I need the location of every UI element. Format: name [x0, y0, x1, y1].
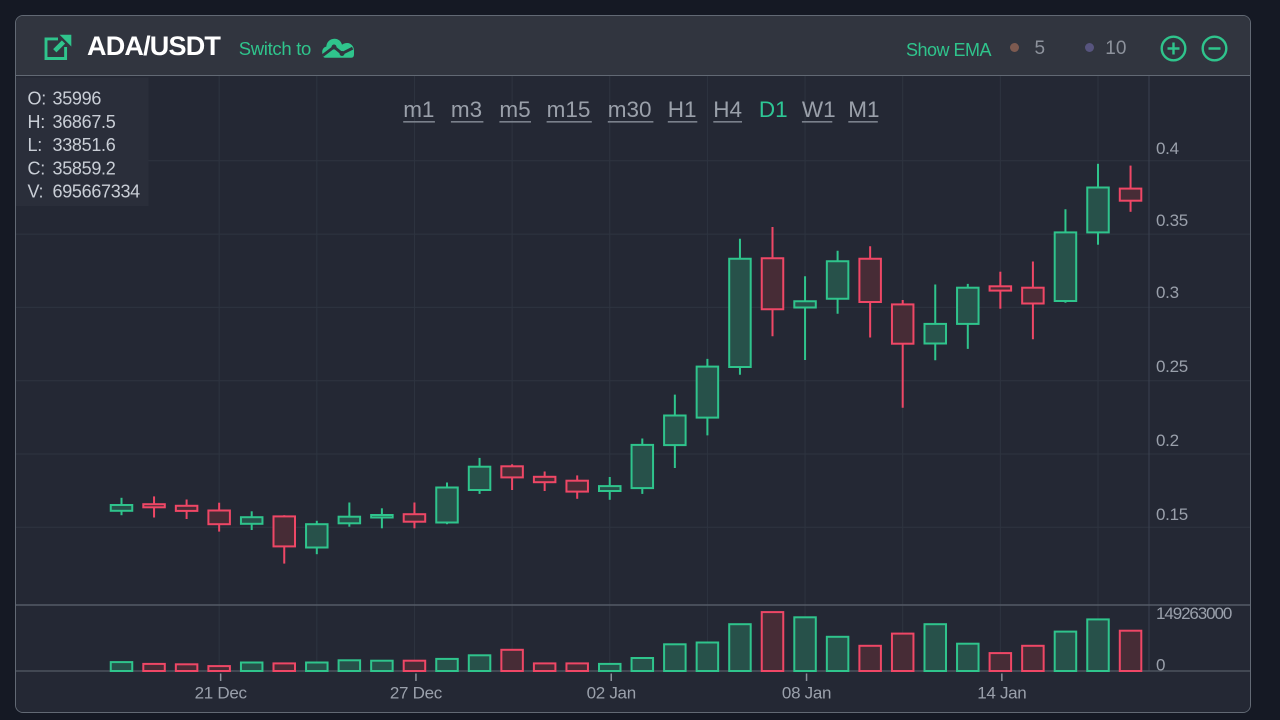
svg-text:0.15: 0.15	[1156, 505, 1188, 524]
svg-text:149263000: 149263000	[1156, 604, 1232, 623]
svg-text:C:: C:	[28, 158, 45, 178]
svg-text:35859.2: 35859.2	[53, 158, 116, 178]
svg-text:O:: O:	[28, 89, 46, 109]
svg-text:35996: 35996	[53, 89, 102, 109]
svg-text:695667334: 695667334	[53, 182, 141, 202]
svg-text:M1: M1	[848, 97, 879, 122]
svg-text:m15: m15	[547, 97, 591, 122]
svg-text:H4: H4	[713, 97, 742, 122]
svg-text:D1: D1	[759, 97, 788, 122]
svg-text:0.2: 0.2	[1156, 431, 1179, 450]
svg-text:m3: m3	[451, 97, 482, 122]
svg-text:0.4: 0.4	[1156, 139, 1179, 158]
svg-text:14 Jan: 14 Jan	[977, 684, 1026, 703]
svg-text:L:: L:	[28, 135, 42, 155]
svg-text:m1: m1	[403, 97, 434, 122]
svg-text:V:: V:	[28, 182, 44, 202]
svg-text:0.25: 0.25	[1156, 357, 1188, 376]
svg-text:02 Jan: 02 Jan	[587, 684, 636, 703]
svg-text:m30: m30	[608, 97, 652, 122]
svg-text:W1: W1	[802, 97, 836, 122]
svg-text:0.3: 0.3	[1156, 283, 1179, 302]
svg-text:H:: H:	[28, 112, 45, 132]
svg-text:08 Jan: 08 Jan	[782, 684, 831, 703]
svg-text:27 Dec: 27 Dec	[390, 684, 443, 703]
svg-text:21 Dec: 21 Dec	[195, 684, 248, 703]
svg-text:0.35: 0.35	[1156, 211, 1188, 230]
svg-text:0: 0	[1156, 656, 1165, 675]
svg-text:H1: H1	[668, 97, 697, 122]
svg-text:m5: m5	[499, 97, 530, 122]
svg-text:33851.6: 33851.6	[53, 135, 116, 155]
svg-text:36867.5: 36867.5	[53, 112, 116, 132]
